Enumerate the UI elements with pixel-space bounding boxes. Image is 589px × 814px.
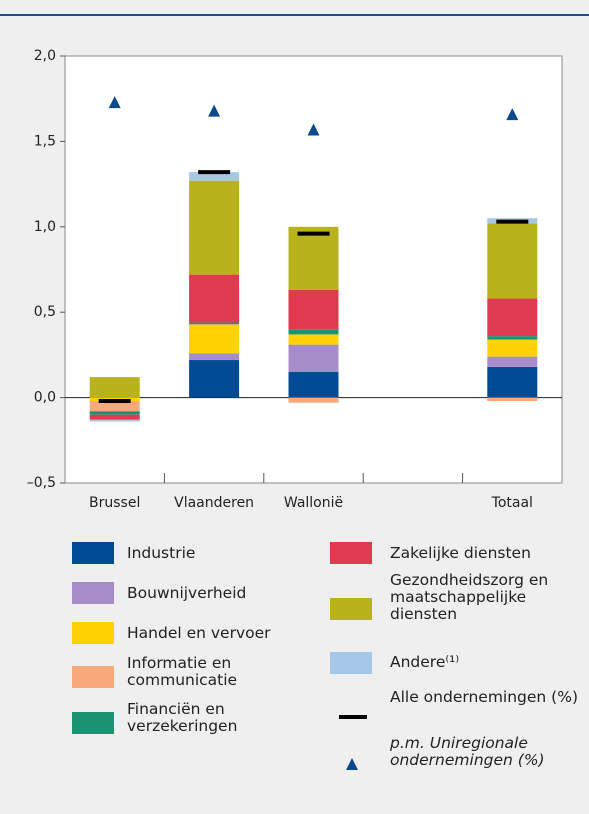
legend-swatch xyxy=(72,582,114,604)
legend-label: Andere⁽¹⁾ xyxy=(390,653,460,671)
legend-label: Informatie en communicatie xyxy=(127,654,238,689)
legend-swatch xyxy=(72,666,114,688)
bar-segment xyxy=(288,289,339,330)
y-tick-label: –0,5 xyxy=(27,475,56,491)
bar-segment xyxy=(288,371,339,398)
bar-segment xyxy=(189,325,240,354)
y-tick-label: 1,0 xyxy=(34,219,56,235)
legend-label: Bouwnijverheid xyxy=(127,584,247,602)
bar-segment xyxy=(89,401,140,412)
bar-segment xyxy=(189,353,240,361)
legend-swatch xyxy=(72,712,114,734)
bar-segment xyxy=(487,397,538,402)
bar-segment xyxy=(288,329,339,335)
x-tick-label: Vlaanderen xyxy=(174,495,254,511)
bar-segment xyxy=(487,298,538,337)
bar-segment xyxy=(487,366,538,398)
y-tick-label: 0,5 xyxy=(34,304,56,320)
y-tick-label: 2,0 xyxy=(34,48,56,64)
legend-label: Financiën en verzekeringen xyxy=(127,700,238,735)
legend-swatch xyxy=(72,542,114,564)
legend-swatch xyxy=(339,715,367,719)
bar-segment xyxy=(189,324,240,326)
bar-segment xyxy=(487,339,538,357)
bar-segment xyxy=(89,414,140,420)
bar-segment xyxy=(89,419,140,422)
legend-swatch xyxy=(346,758,358,770)
legend-swatch xyxy=(330,598,372,620)
x-tick-label: Brussel xyxy=(89,495,140,511)
chart: –0,5 0,0 0,5 1,0 1,5 2,0 Brussel Vlaanderen Wall… xyxy=(27,48,563,511)
triangle-marker xyxy=(108,96,121,109)
legend-label: Alle ondernemingen (%) xyxy=(390,688,578,706)
bar-segment xyxy=(189,274,240,323)
x-tick-label: Wallonië xyxy=(284,495,343,511)
y-tick-label: 0,0 xyxy=(34,390,56,406)
bar-segment xyxy=(89,411,140,415)
x-tick-label: Totaal xyxy=(491,495,533,511)
bar-segment xyxy=(189,172,240,181)
triangle-marker xyxy=(208,104,221,117)
legend-label: Handel en vervoer xyxy=(127,624,271,642)
legend-label: p.m. Uniregionale ondernemingen (%) xyxy=(390,734,545,769)
bar-segment xyxy=(288,397,339,403)
legend-label: Zakelijke diensten xyxy=(390,544,531,562)
bar-segment xyxy=(89,377,140,398)
bar-segment xyxy=(288,334,339,345)
triangle-marker xyxy=(506,108,519,121)
bar-segment xyxy=(487,356,538,367)
legend-label: Industrie xyxy=(127,544,196,562)
triangle-marker xyxy=(307,123,320,136)
bar-segment xyxy=(288,226,339,290)
legend-swatch xyxy=(330,652,372,674)
legend-swatch xyxy=(330,542,372,564)
top-rule xyxy=(0,14,589,16)
bar-segment xyxy=(189,180,240,275)
bar-segment xyxy=(189,322,240,325)
legend-label: Gezondheidszorg en maatschappelijke dien… xyxy=(390,571,549,623)
y-tick-label: 1,5 xyxy=(34,133,56,149)
bar-segment xyxy=(487,223,538,299)
legend-swatch xyxy=(72,622,114,644)
bar-segment xyxy=(487,336,538,340)
bar-segment xyxy=(189,360,240,398)
bar-segment xyxy=(288,344,339,372)
